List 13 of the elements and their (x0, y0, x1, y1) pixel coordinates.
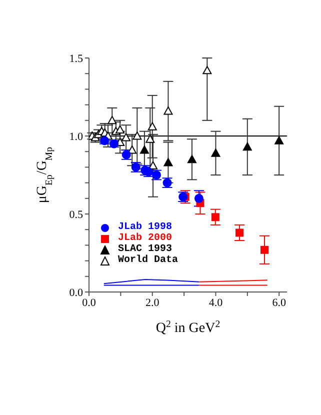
legend-label: JLab 2000 (118, 233, 172, 244)
x-axis-title: Q$^{2}$ in GeV$^{2}$ (156, 318, 220, 336)
legend-label: SLAC 1993 (118, 244, 172, 255)
x-tick-label: 0.0 (82, 296, 96, 309)
y-tick-label: 0.5 (69, 208, 84, 221)
x-tick-label: 2.0 (145, 296, 160, 309)
y-tick-label: 1.5 (69, 52, 84, 65)
x-tick-label: 6.0 (272, 296, 286, 309)
legend-label: JLab 1998 (118, 222, 172, 233)
y-tick-label: 1.0 (69, 130, 84, 143)
y-tick-label: 0.0 (69, 286, 84, 299)
x-tick-label: 4.0 (208, 296, 224, 309)
legend-label: World Data (118, 255, 178, 266)
